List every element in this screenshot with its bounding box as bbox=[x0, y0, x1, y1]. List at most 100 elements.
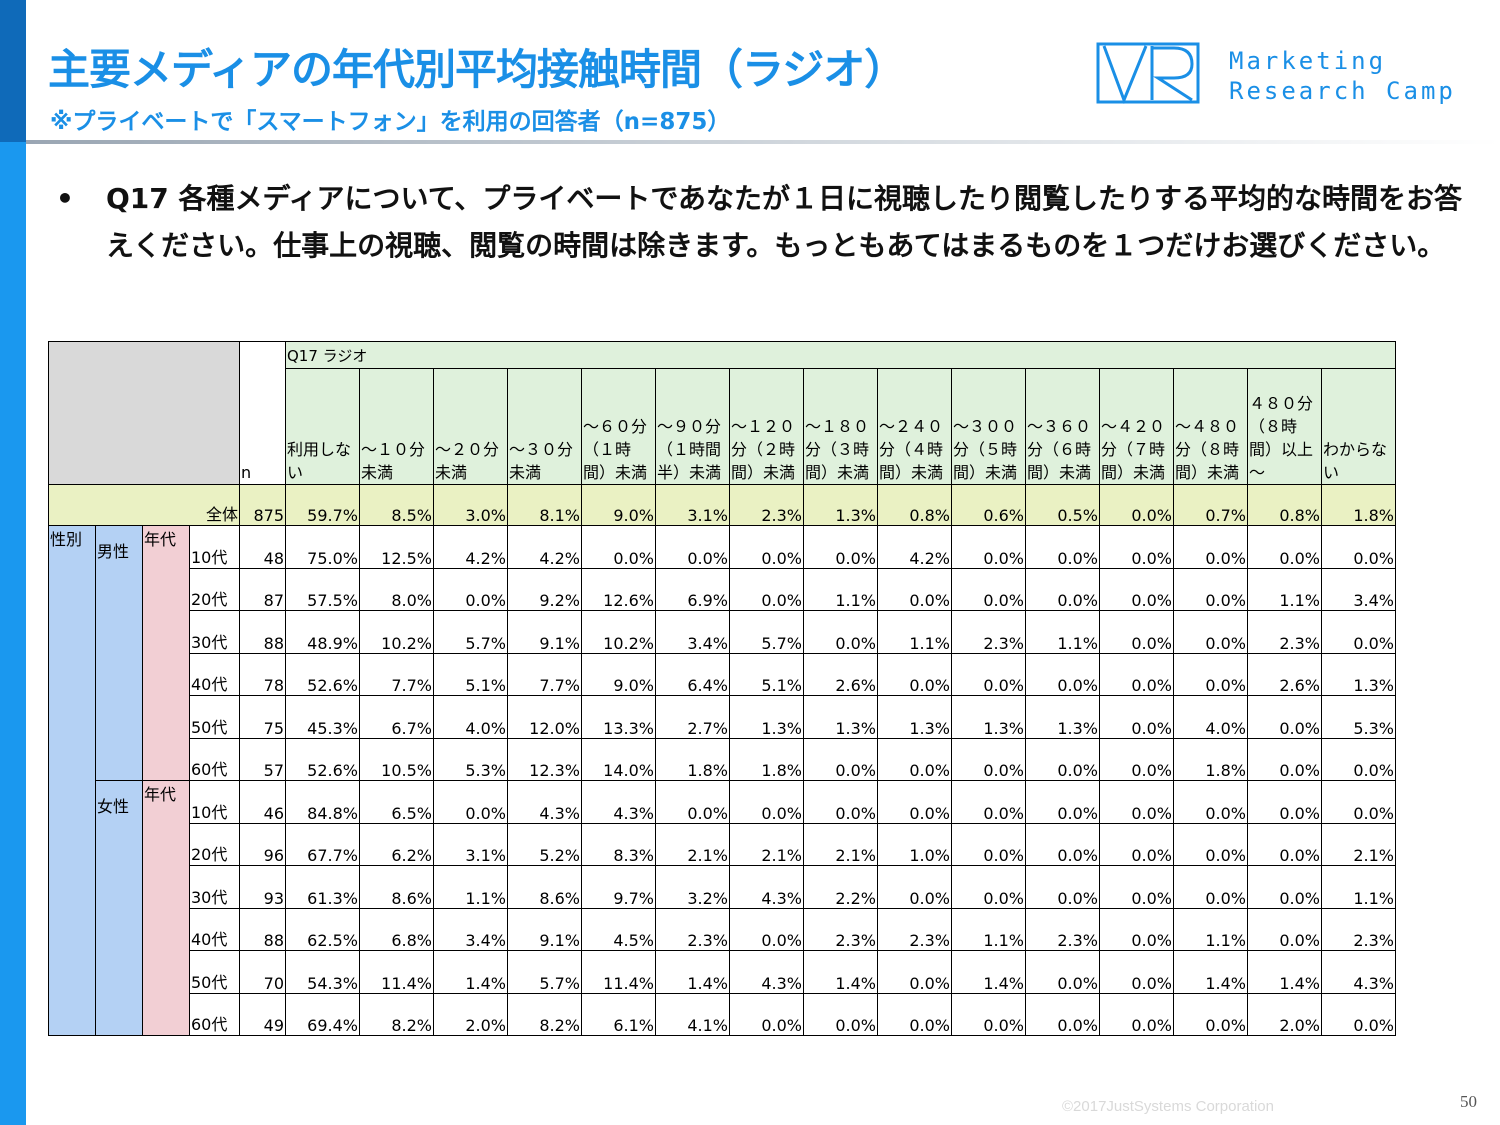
value-cell: 0.0% bbox=[951, 737, 1026, 781]
value-cell: 5.3% bbox=[1321, 695, 1396, 739]
slide-title: 主要メディアの年代別平均接触時間（ラジオ） bbox=[48, 45, 906, 94]
value-cell: 0.0% bbox=[1247, 822, 1322, 866]
value-cell: 84.8% bbox=[285, 780, 360, 824]
logo-line-1: Marketing bbox=[1229, 47, 1387, 75]
table-row: 20代 87 57.5% 8.0% 0.0% 9.2% 12.6% 6.9% 0.0% 1.1% 0… bbox=[49, 567, 1396, 611]
value-cell: 48.9% bbox=[285, 610, 360, 654]
value-cell: 5.7% bbox=[507, 950, 582, 994]
column-header: ～９０分（１時間半）未満 bbox=[655, 368, 730, 485]
column-header: ～６０分（１時間）未満 bbox=[581, 368, 656, 485]
value-cell: 4.0% bbox=[1173, 695, 1248, 739]
value-cell: 3.1% bbox=[433, 822, 508, 866]
bullet-icon: • bbox=[56, 182, 74, 215]
value-cell: 0.0% bbox=[1025, 525, 1100, 569]
value-cell: 1.3% bbox=[803, 695, 878, 739]
value-cell: 1.1% bbox=[1025, 610, 1100, 654]
value-cell: 1.3% bbox=[1025, 695, 1100, 739]
value-cell: 0.0% bbox=[655, 780, 730, 824]
value-cell: 13.3% bbox=[581, 695, 656, 739]
value-cell: 2.1% bbox=[1321, 822, 1396, 866]
value-cell: 0.0% bbox=[951, 822, 1026, 866]
value-cell: 0.0% bbox=[951, 992, 1026, 1036]
column-header: ～４８０分（８時間）未満 bbox=[1173, 368, 1248, 485]
value-cell: 78 bbox=[239, 652, 286, 696]
value-cell: 0.0% bbox=[655, 525, 730, 569]
table-row: 60代 57 52.6% 10.5% 5.3% 12.3% 14.0% 1.8% 1.8% 0.0… bbox=[49, 737, 1396, 781]
age-label: 40代 bbox=[189, 907, 240, 951]
age-label: 20代 bbox=[189, 822, 240, 866]
value-cell: 0.0% bbox=[951, 865, 1026, 909]
table-row: 50代 75 45.3% 6.7% 4.0% 12.0% 13.3% 2.7% 1.3% 1.3%… bbox=[49, 695, 1396, 739]
age-label: 20代 bbox=[189, 567, 240, 611]
value-cell: 4.3% bbox=[729, 865, 804, 909]
value-cell: 0.0% bbox=[1173, 992, 1248, 1036]
value-cell: 1.1% bbox=[1173, 907, 1248, 951]
age-label: 50代 bbox=[189, 950, 240, 994]
value-cell: 2.0% bbox=[433, 992, 508, 1036]
value-cell: 3.2% bbox=[655, 865, 730, 909]
value-cell: 6.5% bbox=[359, 780, 434, 824]
value-cell: 0.0% bbox=[1173, 780, 1248, 824]
value-cell: 0.0% bbox=[951, 780, 1026, 824]
value-cell: 0.0% bbox=[729, 567, 804, 611]
value-cell: 10.2% bbox=[359, 610, 434, 654]
value-cell: 1.3% bbox=[877, 695, 952, 739]
sex-dimension-label: 性別 bbox=[48, 525, 96, 1036]
value-cell: 0.0% bbox=[1099, 737, 1174, 781]
value-cell: 45.3% bbox=[285, 695, 360, 739]
value-cell: 0.0% bbox=[951, 525, 1026, 569]
value-cell: 5.7% bbox=[729, 610, 804, 654]
column-header: わからない bbox=[1321, 368, 1396, 485]
column-header: ４８０分（８時間）以上～ bbox=[1247, 368, 1322, 485]
value-cell: 0.0% bbox=[1321, 992, 1396, 1036]
value-cell: 0.0% bbox=[1025, 950, 1100, 994]
table-row: 40代 88 62.5% 6.8% 3.4% 9.1% 4.5% 2.3% 0.0% 2.3% 2.… bbox=[49, 907, 1396, 951]
value-cell: 87 bbox=[239, 567, 286, 611]
value-cell: 0.0% bbox=[1247, 865, 1322, 909]
column-header: ～１８０分（３時間）未満 bbox=[803, 368, 878, 485]
header-corner bbox=[48, 341, 240, 485]
value-cell: 0.0% bbox=[1321, 737, 1396, 781]
value-cell: 1.3% bbox=[729, 695, 804, 739]
value-cell: 0.0% bbox=[877, 780, 952, 824]
column-header: ～２４０分（４時間）未満 bbox=[877, 368, 952, 485]
value-cell: 14.0% bbox=[581, 737, 656, 781]
table-row: 性別 男性 年代 10代 48 75.0% 12.5% 4.2% 4.2% 0.0% 0.0% 0.0… bbox=[48, 525, 1396, 1036]
value-cell: 4.5% bbox=[581, 907, 656, 951]
value-cell: 1.3% bbox=[803, 484, 878, 526]
value-cell: 2.3% bbox=[729, 484, 804, 526]
value-cell: 0.0% bbox=[1321, 780, 1396, 824]
value-cell: 2.3% bbox=[803, 907, 878, 951]
value-cell: 0.0% bbox=[1099, 567, 1174, 611]
value-cell: 6.9% bbox=[655, 567, 730, 611]
table-row: 30代 88 48.9% 10.2% 5.7% 9.1% 10.2% 3.4% 5.7% 0.0%… bbox=[49, 610, 1396, 654]
value-cell: 3.4% bbox=[655, 610, 730, 654]
value-cell: 1.1% bbox=[951, 907, 1026, 951]
value-cell: 0.0% bbox=[1025, 992, 1100, 1036]
value-cell: 93 bbox=[239, 865, 286, 909]
value-cell: 0.0% bbox=[729, 780, 804, 824]
value-cell: 0.0% bbox=[1099, 610, 1174, 654]
value-cell: 1.1% bbox=[803, 567, 878, 611]
value-cell: 2.7% bbox=[655, 695, 730, 739]
table-row: 女性 年代 10代 46 84.8% 6.5% 0.0% 4.3% 4.3% 0.0% 0.0% 0.… bbox=[49, 780, 1396, 1036]
value-cell: 9.1% bbox=[507, 610, 582, 654]
column-header-row: 利用しない ～１０分未満 ～２０分未満 ～３０分未満 ～６０分（１時間）未満 ～９０分（１… bbox=[49, 368, 1396, 485]
value-cell: 1.1% bbox=[877, 610, 952, 654]
value-cell: 1.3% bbox=[951, 695, 1026, 739]
value-cell: 0.0% bbox=[581, 525, 656, 569]
age-label: 30代 bbox=[189, 610, 240, 654]
marketing-research-camp-logo: Marketing Research Camp bbox=[1096, 40, 1486, 112]
column-header: 利用しない bbox=[285, 368, 360, 485]
value-cell: 6.7% bbox=[359, 695, 434, 739]
value-cell: 12.0% bbox=[507, 695, 582, 739]
value-cell: 4.0% bbox=[433, 695, 508, 739]
value-cell: 8.1% bbox=[507, 484, 582, 526]
table-row: 20代 96 67.7% 6.2% 3.1% 5.2% 8.3% 2.1% 2.1% 2.1% 1.… bbox=[49, 822, 1396, 866]
value-cell: 46 bbox=[239, 780, 286, 824]
value-cell: 0.0% bbox=[1173, 865, 1248, 909]
value-cell: 0.0% bbox=[1321, 610, 1396, 654]
total-row: 全体 875 59.7% 8.5% 3.0% 8.1% 9.0% 3.1% 2.3% 1.3% 0.… bbox=[48, 484, 1396, 526]
value-cell: 0.0% bbox=[1099, 484, 1174, 526]
question-text: Q17 各種メディアについて、プライベートであなたが１日に視聴したり閲覧したりす… bbox=[106, 182, 1463, 262]
